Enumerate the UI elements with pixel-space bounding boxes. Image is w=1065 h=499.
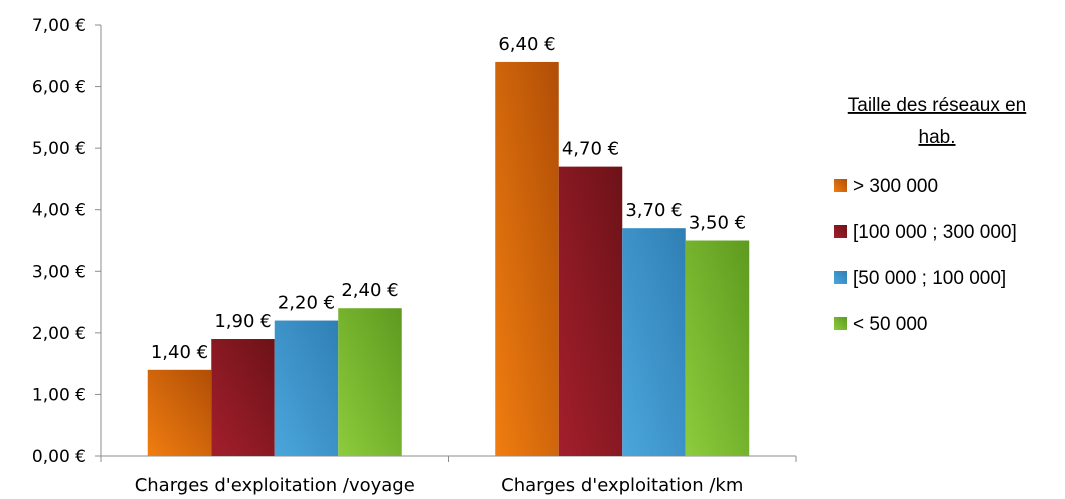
x-category-label: Charges d'exploitation /voyage (135, 475, 415, 496)
y-tick-label: 7,00 € (32, 16, 86, 36)
data-label: 3,50 € (689, 213, 746, 234)
data-label: 4,70 € (562, 139, 619, 160)
bar (274, 320, 339, 456)
data-label: 2,40 € (341, 280, 398, 301)
y-tick-label: 0,00 € (32, 447, 86, 467)
data-labels: 1,40 € 1,90 € 2,20 € 2,40 € 6,40 € 4,70 € 3,70… (151, 34, 746, 363)
legend-swatch (834, 179, 847, 192)
legend-label: [50 000 ; 100 000] (853, 268, 1006, 289)
y-tick-label: 2,00 € (32, 324, 86, 344)
bar (558, 166, 623, 456)
x-axis: Charges d'exploitation /voyage Charges d'… (100, 455, 797, 496)
legend: Taille des réseaux en hab. > 300 000 [100… (834, 95, 1026, 335)
data-label: 6,40 € (498, 34, 555, 55)
bar (495, 61, 559, 456)
bar (622, 228, 686, 456)
legend-label: < 50 000 (853, 314, 928, 335)
y-tick-label: 1,00 € (32, 385, 86, 405)
legend-label: > 300 000 (853, 176, 938, 197)
data-label: 2,20 € (278, 293, 335, 314)
bar (338, 308, 402, 456)
legend-swatch (834, 317, 847, 330)
y-tick-label: 5,00 € (32, 139, 86, 159)
bar (211, 339, 275, 456)
bars (147, 61, 750, 456)
x-category-label: Charges d'exploitation /km (501, 475, 743, 496)
legend-swatch (834, 271, 847, 284)
legend-swatch (834, 225, 847, 238)
data-label: 1,90 € (214, 311, 271, 332)
bar (147, 369, 212, 456)
legend-label: [100 000 ; 300 000] (853, 222, 1017, 243)
bar (685, 240, 750, 456)
legend-title-line1: Taille des réseaux en (848, 95, 1027, 116)
y-tick-label: 3,00 € (32, 262, 86, 282)
data-label: 1,40 € (151, 342, 208, 363)
y-tick-label: 6,00 € (32, 78, 86, 98)
legend-title-line2: hab. (919, 127, 956, 148)
data-label: 3,70 € (625, 200, 682, 221)
y-tick-label: 4,00 € (32, 201, 86, 221)
y-axis: 0,00 € 1,00 € 2,00 € 3,00 € 4,00 € 5,00 € 6,00… (32, 16, 102, 467)
